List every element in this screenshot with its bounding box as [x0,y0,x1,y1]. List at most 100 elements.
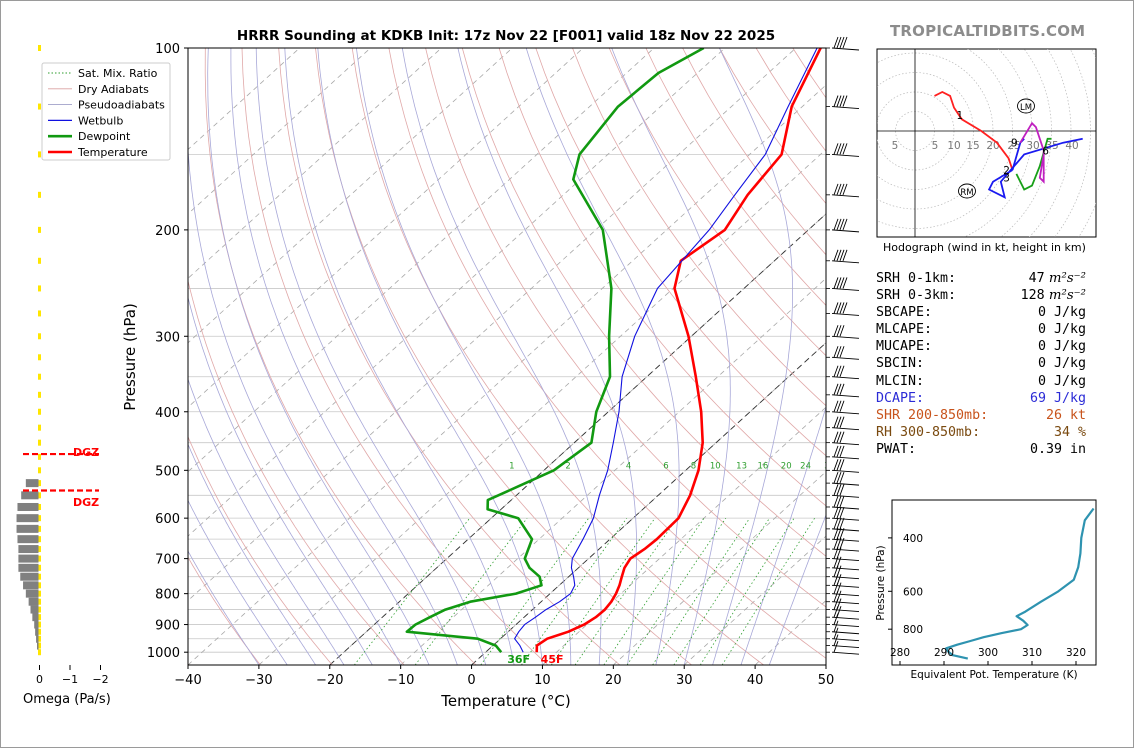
lm-label: LM [1020,103,1032,113]
hodograph-ring-label: 5 [892,140,899,152]
wind-barb-flag [833,383,839,395]
omega-zero-marker [38,525,41,532]
wind-barb [826,620,860,635]
dry-adiabat-line [425,48,826,608]
stat-label: DCAPE: [876,390,925,406]
wind-barb-flag [836,365,842,377]
wind-barb [826,598,860,613]
dry-adiabat-line [388,48,826,659]
wind-barb-flag [842,36,848,49]
omega-zero-marker [38,424,41,431]
y-tick-label: 1000 [147,646,180,661]
wind-barb-flag [833,471,839,484]
mixing-ratio-label: 2 [565,461,570,471]
wind-barb-staff [831,494,860,498]
wind-barb-flag [833,445,839,458]
wind-barb-flag [833,365,839,377]
rm-label: RM [960,188,973,198]
omega-zero-marker [38,614,41,621]
surface-temperature-label: 45F [541,653,564,666]
omega-bar [18,545,39,554]
wind-barb-flag [833,302,839,314]
wind-barb-staff [831,558,860,562]
wind-barb [826,528,860,542]
omega-zero-marker [38,391,41,398]
hodograph-ring-label: 10 [947,140,960,152]
skewt-xlabel: Temperature (°C) [440,692,570,710]
wind-barb-flag [836,537,842,550]
dry-adiabat-line [351,48,764,665]
chart-title: HRRR Sounding at KDKB Init: 17z Nov 22 [… [237,28,775,44]
omega-zero-marker [38,635,41,642]
omega-zero-marker [38,492,41,499]
pseudoadiabat-line [611,48,731,665]
wind-barb-staff [831,194,860,198]
stat-value: 69 J/kg [1030,390,1086,407]
x-tick-label: 40 [747,673,764,688]
stat-value: 34 % [1054,424,1086,441]
stat-number: 0 J/kg [1037,305,1086,321]
mixing-ratio-label: 13 [736,461,747,471]
stat-value: 0 J/kg [1038,321,1086,338]
wind-barb-staff [831,153,860,157]
dry-adiabat-line [204,48,477,665]
wind-barb-flag [833,95,839,107]
hodograph-lm-marker: LM [1017,98,1035,114]
wind-barb-flag [833,590,839,602]
wind-barb-flag [836,528,842,540]
wind-barb-flag [833,537,839,550]
omega-zero-marker [38,467,41,474]
wind-barb-flag [839,95,845,107]
y-tick-label: 100 [155,42,180,57]
stat-row: SRH 0-3km: 128 m²s⁻² [876,287,1096,304]
mixing-ratio-label: 30 [824,461,835,471]
stat-label: SRH 0-1km: [876,271,957,286]
pseudoadiabat-line [356,48,572,665]
stat-value: 0 J/kg [1038,304,1086,321]
wind-barb-flag [833,528,839,540]
omega-zero-marker [38,408,41,415]
omega-bar [21,491,39,500]
stat-value: 47 m²s⁻² [1029,270,1086,287]
stat-row: DCAPE: 69 J/kg [876,390,1096,407]
wind-barb-flag [833,495,839,508]
mixing-ratio-line [626,517,727,665]
wind-barb-flag [833,416,839,428]
mixing-ratio-label: 4 [626,461,631,471]
theta-e-y-tick-label: 800 [903,624,923,636]
pseudoadiabat-line [255,48,487,665]
wind-barb [826,459,860,473]
wind-barb [826,365,860,380]
legend-label: Temperature [77,146,148,159]
stat-value: 0 J/kg [1038,338,1086,355]
omega-zero-marker [38,503,41,510]
wind-barb [826,641,860,655]
wind-barb-staff [831,567,860,571]
wind-barb-flag [842,249,848,261]
y-tick-label: 300 [155,330,180,345]
mixing-ratio-line [550,517,656,665]
omega-bar [18,554,39,563]
wind-barb-flag [839,507,845,519]
wind-barb [826,590,860,605]
hodograph-ring-label: 30 [1026,140,1039,152]
wind-barb-flag [839,143,845,155]
wind-barb-flag [839,471,845,484]
wind-barb-flag [836,495,842,508]
theta-e-panel: 280 290 300 310 320 400 600 800 [888,507,1095,665]
omega-tick-label: 0 [36,673,43,686]
stat-number: 128 [1020,288,1045,304]
theta-e-x-tick-label: 280 [890,647,910,659]
wind-barb-flag [836,459,842,471]
wind-barb-flag [836,183,842,195]
omega-zero-marker [38,373,41,380]
stat-value: 26 kt [1046,407,1086,424]
hodograph-height-label: 2 [1003,165,1010,177]
dry-adiabat-line [572,48,826,407]
mixing-ratio-label: 36 [844,461,855,471]
stat-label: SBCIN: [876,356,925,372]
wind-barb-flag [842,277,848,289]
lm-ellipse [1017,98,1035,114]
